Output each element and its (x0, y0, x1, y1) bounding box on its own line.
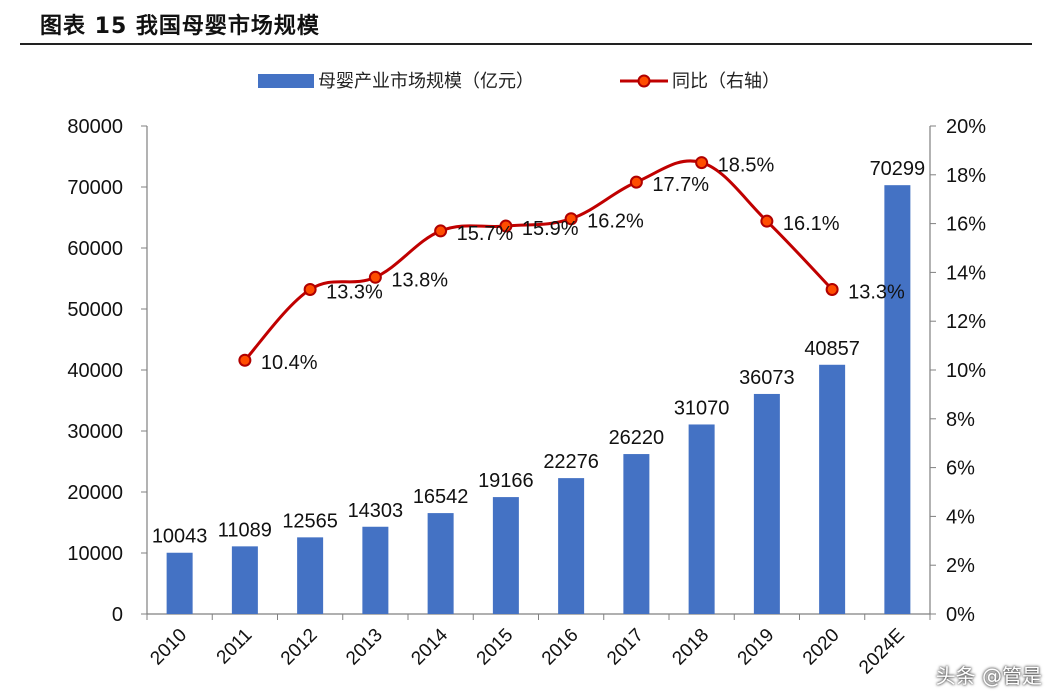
x-tick-label: 2017 (603, 625, 648, 670)
bar-value-label: 40857 (804, 338, 860, 360)
y-left-tick-label: 0 (112, 604, 123, 626)
legend-bar-label: 母婴产业市场规模（亿元） (318, 71, 534, 91)
chart-title: 图表 15 我国母婴市场规模 (40, 14, 320, 39)
y-right-tick-label: 16% (946, 214, 986, 236)
x-tick-label: 2011 (213, 625, 257, 669)
bar (753, 393, 780, 614)
y-left-tick-label: 40000 (67, 360, 123, 382)
yoy-point (629, 175, 643, 189)
y-right-tick-label: 6% (946, 458, 975, 480)
axes: 0 10000 20000 30000 40000 50000 60000 70000 8000… (67, 116, 986, 678)
y-left-tick-label: 50000 (67, 299, 123, 321)
y-left-tick-label: 20000 (67, 482, 123, 504)
x-tick-label: 2019 (734, 625, 779, 670)
bar-value-label: 19166 (478, 470, 534, 492)
x-tick-label: 2014 (407, 624, 452, 669)
y-left-tick-label: 60000 (67, 238, 123, 260)
yoy-point (825, 282, 839, 296)
y-left-tick-label: 30000 (67, 421, 123, 443)
y-right-tick-label: 14% (946, 262, 986, 284)
bar (623, 454, 650, 614)
legend-line-label: 同比（右轴） (672, 71, 780, 91)
yoy-value-label: 13.8% (391, 269, 448, 291)
bar-value-label: 11089 (218, 519, 272, 541)
bar (688, 424, 715, 614)
y-right-tick-label: 10% (946, 360, 986, 382)
y-right-tick-label: 20% (946, 116, 986, 138)
bars (166, 185, 911, 615)
bar-value-label: 31070 (674, 397, 730, 419)
x-tick-label: 2012 (277, 625, 322, 670)
yoy-point (303, 282, 317, 296)
yoy-value-label: 15.9% (522, 218, 579, 240)
yoy-point (238, 353, 252, 367)
yoy-point (695, 156, 709, 170)
x-tick-label: 2013 (342, 625, 387, 670)
bar-value-label: 26220 (609, 427, 665, 449)
bar (819, 364, 846, 614)
data-labels: 10043 11089 12565 14303 16542 19166 22276 26220… (152, 155, 925, 548)
x-tick-label: 2015 (473, 625, 518, 670)
x-tick-label: 2024E (855, 625, 909, 679)
yoy-value-label: 15.7% (457, 223, 514, 245)
y-right-tick-label: 12% (946, 311, 986, 333)
bar (231, 546, 258, 614)
yoy-value-label: 17.7% (652, 174, 709, 196)
yoy-point (760, 214, 774, 228)
yoy-value-label: 13.3% (848, 281, 905, 303)
yoy-point (368, 270, 382, 284)
x-tick-label: 2020 (799, 625, 844, 670)
legend-bar-swatch (258, 74, 314, 88)
line-series (238, 156, 839, 367)
yoy-value-label: 10.4% (261, 352, 318, 374)
bar (558, 478, 585, 614)
bar-value-label: 10043 (152, 526, 208, 548)
bar-value-label: 12565 (282, 510, 338, 532)
y-left-tick-label: 80000 (67, 116, 123, 138)
y-left-tick-label: 10000 (67, 543, 123, 565)
yoy-line (243, 159, 834, 362)
bar-value-label: 14303 (348, 500, 404, 522)
x-tick-label: 2016 (538, 625, 583, 670)
bar-value-label: 22276 (543, 451, 599, 473)
yoy-point (499, 219, 513, 233)
yoy-value-label: 18.5% (718, 155, 775, 177)
y-left-tick-label: 70000 (67, 177, 123, 199)
x-tick-label: 2010 (146, 625, 191, 670)
bar (427, 513, 454, 614)
yoy-value-label: 16.1% (783, 213, 840, 235)
bar-value-label: 70299 (870, 158, 926, 180)
legend: 母婴产业市场规模（亿元） 同比（右轴） (258, 71, 780, 91)
y-right-tick-label: 4% (946, 506, 975, 528)
bar (362, 526, 389, 614)
y-right-tick-label: 0% (946, 604, 975, 626)
bar (166, 552, 193, 614)
bar (884, 185, 911, 615)
yoy-point (434, 224, 448, 238)
title-rule (20, 43, 1032, 45)
watermark: 头条 @管是 (935, 664, 1042, 688)
yoy-value-label: 16.2% (587, 211, 644, 233)
y-right-tick-label: 8% (946, 409, 975, 431)
yoy-point (564, 212, 578, 226)
bar-value-label: 16542 (413, 486, 469, 508)
y-right-tick-label: 18% (946, 165, 986, 187)
yoy-value-label: 13.3% (326, 281, 383, 303)
y-right-tick-label: 2% (946, 555, 975, 577)
x-tick-label: 2018 (668, 625, 713, 670)
bar-value-label: 36073 (739, 367, 795, 389)
legend-line-marker (637, 74, 651, 88)
bar (492, 497, 519, 614)
bar (297, 537, 324, 614)
